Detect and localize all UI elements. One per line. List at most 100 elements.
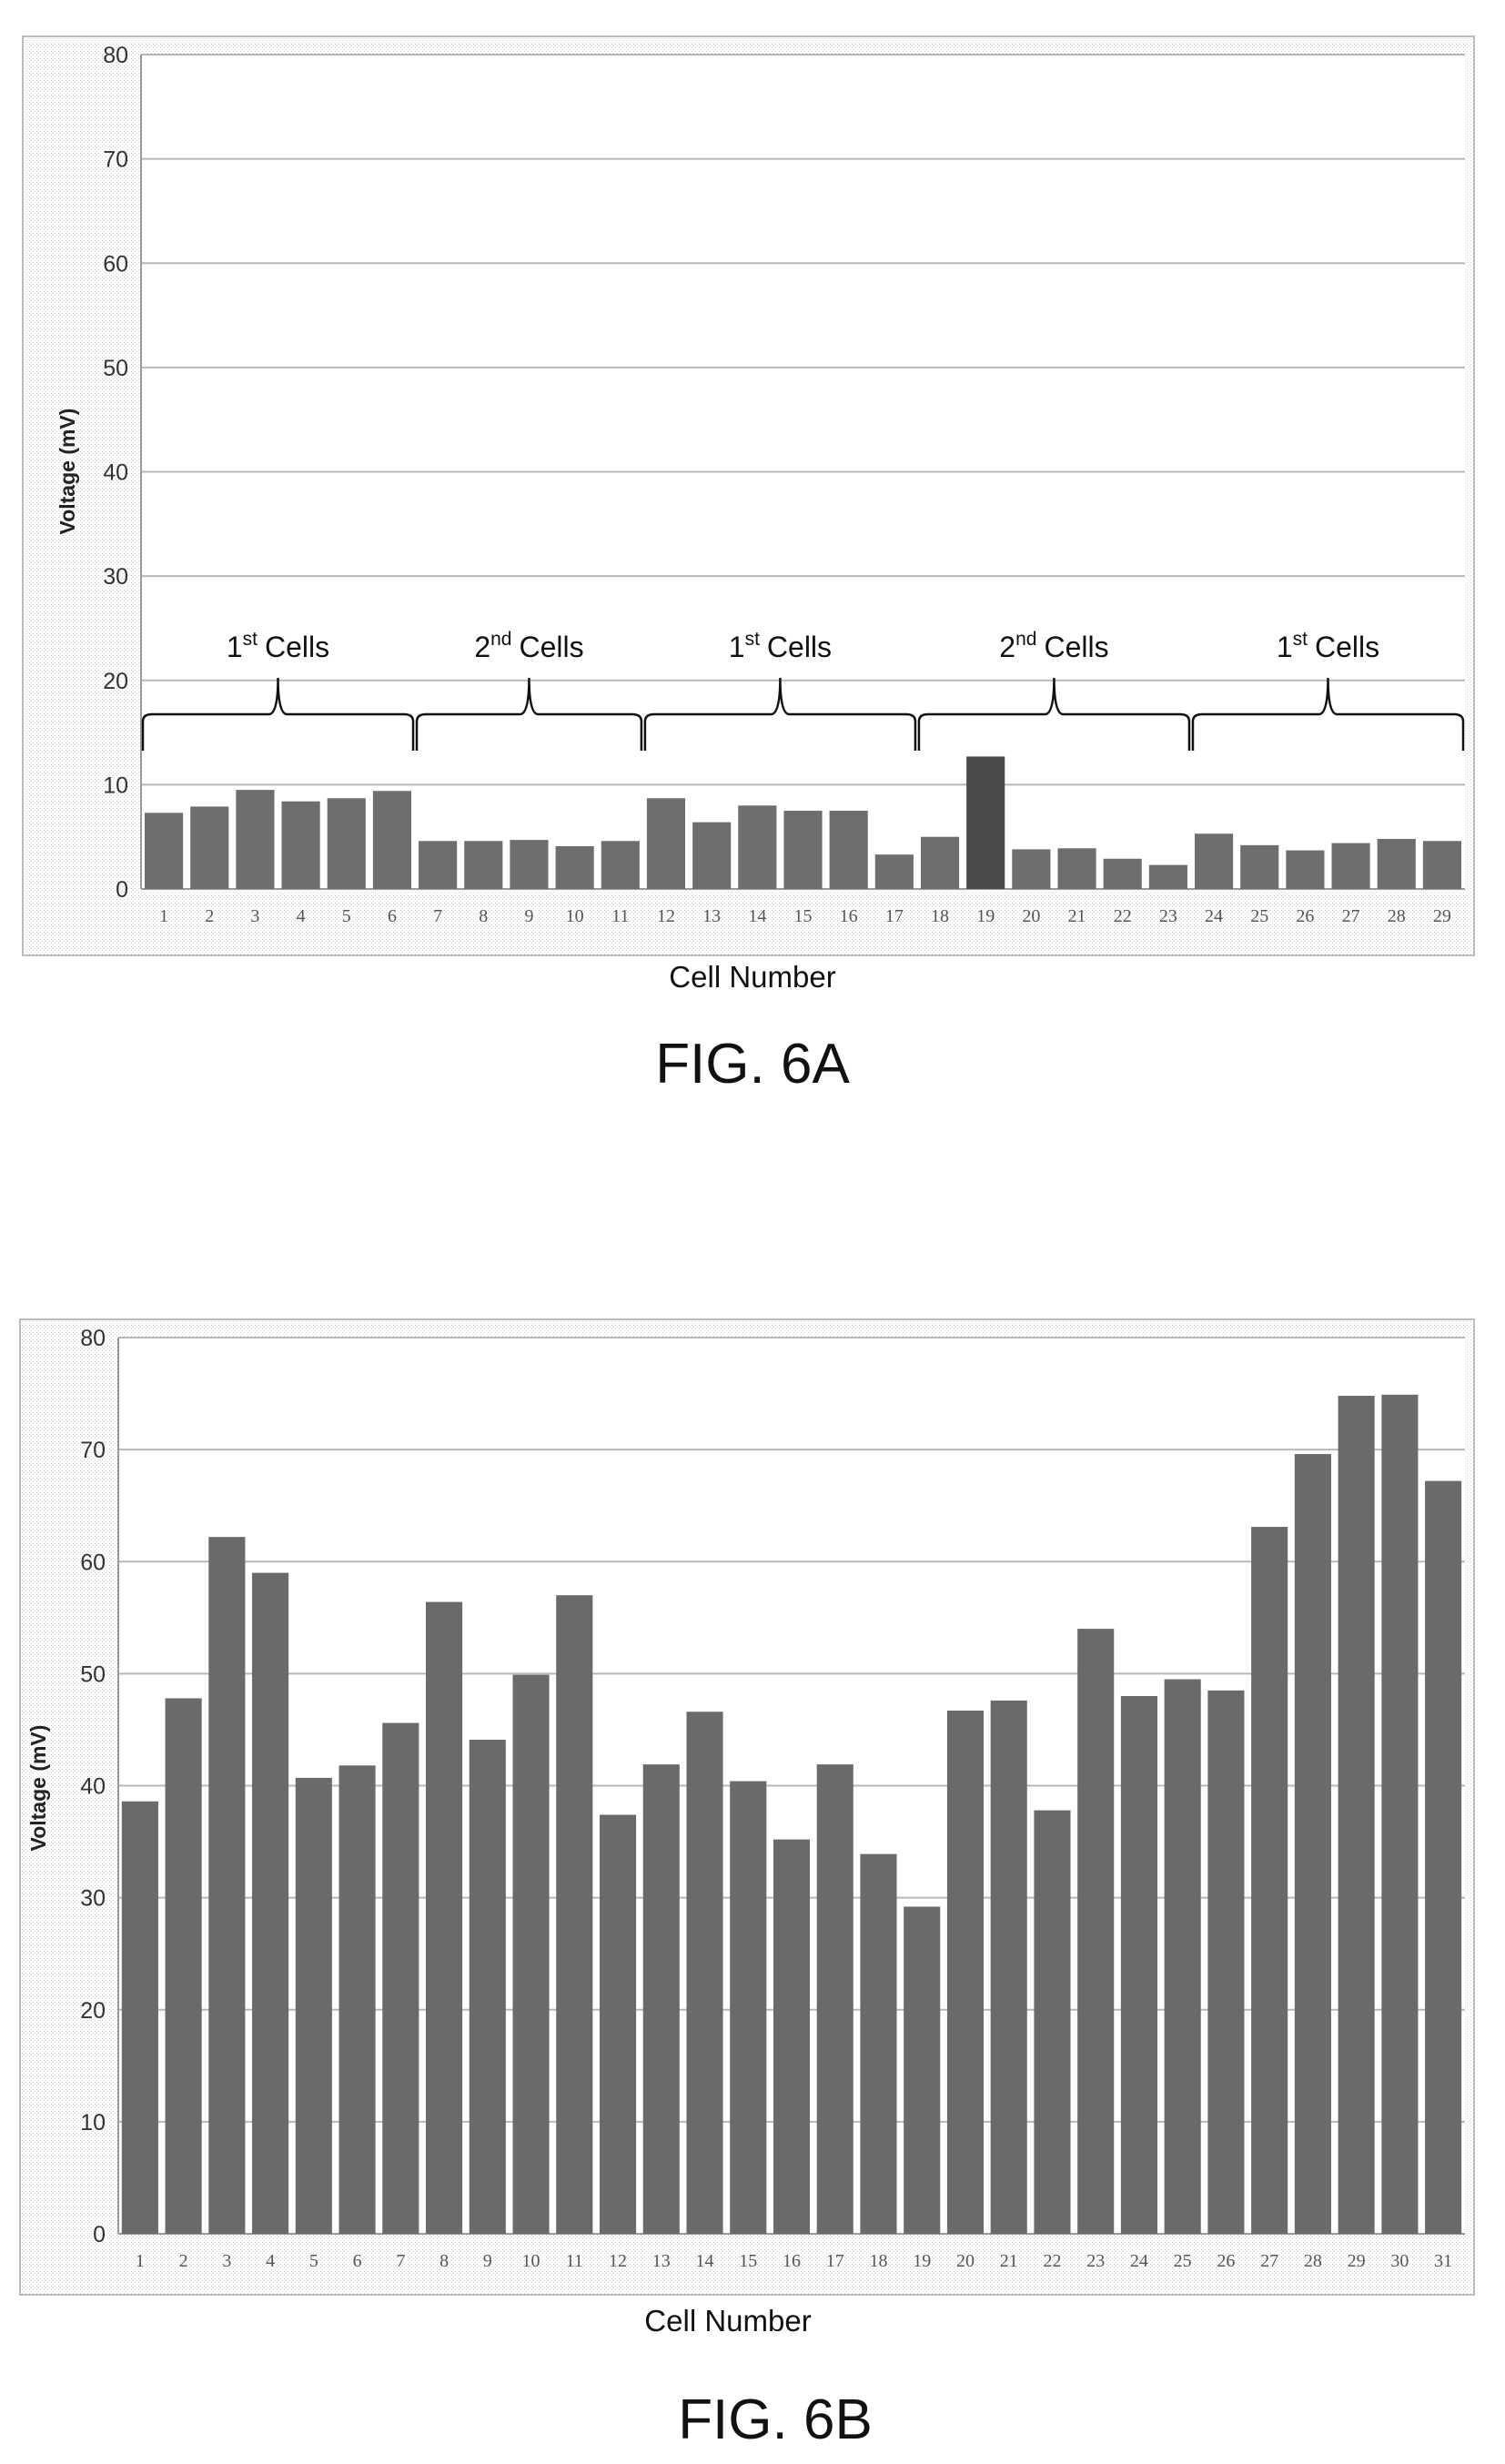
bar-12	[646, 798, 686, 889]
bar-22	[1034, 1810, 1071, 2234]
bar-7	[382, 1722, 419, 2234]
bar-18	[920, 836, 960, 889]
bar-10	[555, 846, 594, 889]
group-label-ordinal: 2	[999, 631, 1015, 663]
x-tick-label: 4	[266, 2251, 275, 2271]
x-tick-label: 28	[1304, 2251, 1322, 2271]
chart-fig-6a: 1st Cells 2nd Cells 1st Cells 2nd Cells 1st Cells…	[22, 35, 1475, 1096]
x-tick-label: 17	[885, 906, 904, 926]
bar-28	[1294, 1454, 1331, 2234]
x-tick-label: 7	[396, 2251, 405, 2271]
x-tick-label: 8	[479, 906, 488, 926]
x-tick-label: 29	[1348, 2251, 1366, 2271]
y-axis-label: Voltage (mV)	[26, 1725, 50, 1852]
bar-21	[1057, 848, 1096, 889]
bar-25	[1240, 844, 1279, 889]
bar-20	[946, 1711, 985, 2234]
y-tick-label: 50	[80, 1661, 106, 1687]
bar-10	[512, 1674, 550, 2234]
bar-1	[145, 813, 184, 889]
bar-5	[295, 1777, 332, 2234]
x-tick-label: 11	[566, 2251, 583, 2271]
x-tick-label: 23	[1086, 2251, 1105, 2271]
y-tick-label: 20	[80, 1998, 106, 2024]
bar-5	[327, 798, 366, 889]
bar-21	[990, 1700, 1027, 2234]
x-tick-label: 29	[1433, 906, 1451, 926]
y-tick-label: 30	[80, 1886, 106, 1912]
x-tick-label: 9	[483, 2251, 492, 2271]
x-tick-label: 19	[913, 2251, 931, 2271]
x-tick-label: 10	[522, 2251, 540, 2271]
y-tick-label: 0	[93, 2222, 106, 2247]
y-tick-label: 60	[103, 251, 128, 277]
x-tick-label: 15	[794, 906, 813, 926]
x-tick-label: 18	[931, 906, 949, 926]
bar-27	[1251, 1527, 1288, 2234]
x-tick-label: 20	[956, 2251, 975, 2271]
x-tick-label: 10	[566, 906, 584, 926]
x-tick-label: 11	[611, 906, 629, 926]
group-label: 2nd Cells	[999, 629, 1108, 663]
x-tick-label: 3	[222, 2251, 231, 2271]
bar-9	[469, 1740, 506, 2234]
x-tick-label: 24	[1205, 906, 1223, 926]
x-tick-label: 6	[388, 906, 397, 926]
bar-24	[1120, 1696, 1157, 2234]
group-label-text: Cells	[767, 631, 832, 663]
x-tick-label: 13	[702, 906, 721, 926]
x-tick-label: 25	[1174, 2251, 1192, 2271]
group-brace	[917, 677, 1191, 751]
bar-19	[966, 756, 1005, 889]
group-label-ordinal: 2	[474, 631, 490, 663]
x-tick-label: 22	[1114, 906, 1132, 926]
x-tick-label: 16	[783, 2251, 801, 2271]
x-tick-label: 6	[353, 2251, 362, 2271]
bar-13	[692, 822, 732, 889]
bar-12	[599, 1814, 637, 2234]
bar-16	[829, 811, 868, 889]
x-tick-label: 27	[1342, 906, 1360, 926]
group-label: 1st Cells	[729, 629, 832, 663]
x-axis-label: Cell Number	[644, 2304, 811, 2338]
group-brace	[141, 677, 415, 751]
bar-11	[601, 841, 640, 889]
bar-6	[338, 1765, 376, 2234]
bar-8	[464, 841, 503, 889]
bar-22	[1103, 858, 1142, 889]
group-label: 2nd Cells	[474, 629, 583, 663]
y-tick-labels: 0 10 20 30 40 50 60 70 80	[103, 43, 128, 903]
x-tick-label: 8	[439, 2251, 449, 2271]
figure-label: FIG. 6B	[678, 2388, 873, 2451]
bar-8	[426, 1601, 463, 2234]
x-tick-label: 15	[739, 2251, 757, 2271]
y-tick-label: 80	[103, 43, 128, 68]
bar-3	[208, 1537, 246, 2234]
group-label-ordinal: 1	[729, 631, 745, 663]
bar-4	[281, 801, 320, 889]
x-tick-label: 1	[159, 906, 168, 926]
y-tick-label: 40	[80, 1774, 106, 1800]
bar-28	[1377, 838, 1416, 889]
x-tick-label: 13	[652, 2251, 671, 2271]
x-tick-label: 19	[976, 906, 995, 926]
bar-29	[1338, 1396, 1375, 2234]
y-axis-label: Voltage (mV)	[56, 409, 79, 535]
bar-31	[1425, 1480, 1462, 2234]
x-tick-label: 27	[1260, 2251, 1278, 2271]
bar-23	[1148, 864, 1187, 889]
x-tick-label: 1	[136, 2251, 145, 2271]
bar-11	[556, 1595, 593, 2234]
group-label-ordinal: 1	[1277, 631, 1293, 663]
y-tick-label: 10	[80, 2110, 106, 2136]
bar-9	[510, 840, 549, 889]
x-tick-labels: 1 2 3 4 5 6 7 8 9 10 11 12 13 14 15 16 17 18 19 20 21 22 23 24 2…	[136, 2251, 1452, 2271]
group-label-suffix: nd	[1015, 629, 1036, 650]
group-label-text: Cells	[265, 631, 329, 663]
group-label: 1st Cells	[1277, 629, 1379, 663]
bar-18	[860, 1853, 897, 2234]
group-braces: 1st Cells 2nd Cells 1st Cells 2nd Cells 1st Cells	[141, 629, 1465, 751]
bar-15	[730, 1781, 767, 2234]
group-label-suffix: st	[243, 629, 258, 650]
